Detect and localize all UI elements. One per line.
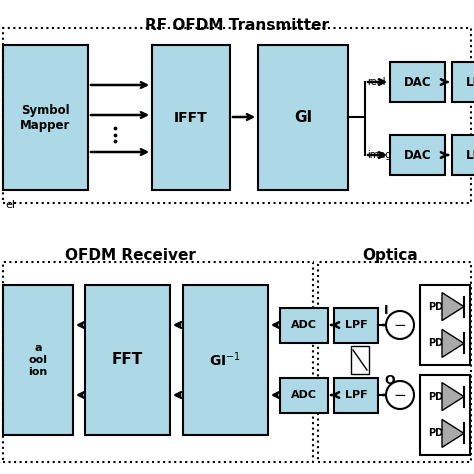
Text: −: − (393, 318, 406, 332)
Bar (3, 28, 471, 203)
Polygon shape (442, 329, 464, 357)
Text: LP: LP (466, 75, 474, 89)
Text: ADC: ADC (291, 320, 317, 330)
Bar (452, 135, 474, 175)
Text: I: I (384, 303, 389, 317)
Bar (452, 62, 474, 102)
Polygon shape (442, 419, 464, 447)
Bar (3, 262, 313, 462)
Bar (3, 285, 73, 435)
Bar (3, 45, 88, 190)
Bar (390, 135, 445, 175)
Text: FFT: FFT (112, 353, 143, 367)
Text: real: real (367, 77, 385, 87)
Text: GI: GI (294, 110, 312, 125)
Bar (334, 308, 378, 343)
Polygon shape (442, 292, 464, 320)
Text: IFFT: IFFT (174, 110, 208, 125)
Text: PD1: PD1 (428, 392, 450, 401)
Text: GI$^{-1}$: GI$^{-1}$ (210, 351, 242, 369)
Text: RF OFDM Transmitter: RF OFDM Transmitter (145, 18, 329, 33)
Text: LPF: LPF (345, 320, 367, 330)
Text: Symbol
Mapper: Symbol Mapper (20, 103, 71, 131)
Circle shape (386, 311, 414, 339)
Text: imag: imag (367, 150, 392, 160)
Bar (85, 285, 170, 435)
Bar (258, 45, 348, 190)
Bar (280, 378, 328, 413)
Bar (152, 45, 230, 190)
Text: PD2: PD2 (428, 428, 450, 438)
Text: a
ool
ion: a ool ion (28, 343, 47, 377)
Text: Q: Q (384, 374, 395, 386)
Bar (334, 378, 378, 413)
Bar (183, 285, 268, 435)
Text: OFDM Receiver: OFDM Receiver (64, 248, 195, 263)
Text: LP: LP (466, 148, 474, 162)
Text: PD2: PD2 (428, 338, 450, 348)
Text: PD1: PD1 (428, 301, 450, 311)
Text: LPF: LPF (345, 391, 367, 401)
Text: ADC: ADC (291, 391, 317, 401)
Text: DAC: DAC (404, 75, 431, 89)
Text: −: − (393, 388, 406, 402)
Text: DAC: DAC (404, 148, 431, 162)
Bar (280, 308, 328, 343)
Circle shape (386, 381, 414, 409)
Bar (351, 346, 369, 374)
Text: el: el (5, 200, 15, 210)
Bar (390, 62, 445, 102)
Text: Optica: Optica (362, 248, 418, 263)
Bar (420, 375, 470, 455)
Polygon shape (442, 383, 464, 410)
Bar (420, 285, 470, 365)
Bar (318, 262, 471, 462)
